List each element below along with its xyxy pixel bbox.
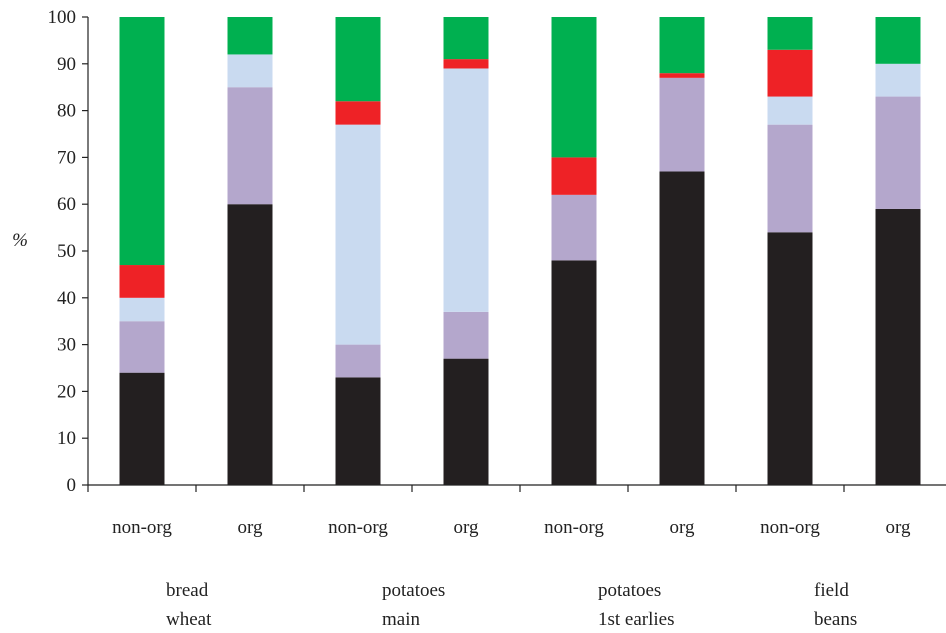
y-tick-label: 0	[67, 475, 77, 496]
bar-segment	[443, 68, 489, 312]
x-axis: non-org org non-org org non-org org non-org org	[87, 484, 946, 538]
y-axis: 0 10 20 30 40 50 60 70 80 90 100	[48, 7, 89, 496]
bar-segment	[443, 59, 489, 69]
bar-segment	[227, 54, 273, 88]
bar-segment	[335, 17, 381, 102]
bar-segment	[227, 204, 273, 485]
bar-segment	[227, 87, 273, 205]
bar-segment	[875, 208, 921, 485]
y-tick-label: 10	[57, 428, 76, 449]
bar-segment	[875, 17, 921, 64]
bars	[119, 17, 921, 485]
group-labels: bread wheat potatoes main potatoes 1st earlie…	[166, 580, 857, 630]
bar-segment	[335, 377, 381, 485]
bar-segment	[551, 194, 597, 261]
bar-segment	[767, 232, 813, 485]
bar-segment	[119, 321, 165, 373]
bar-segment	[551, 157, 597, 195]
bar-segment	[335, 344, 381, 378]
y-tick-label: 20	[57, 381, 76, 402]
group-label: 1st earlies	[598, 609, 675, 630]
bar-segment	[119, 265, 165, 298]
bar-segment	[767, 124, 813, 233]
bar-segment	[227, 17, 273, 55]
bar-segment	[443, 311, 489, 359]
bar-segment	[443, 17, 489, 60]
bar-segment	[659, 17, 705, 74]
bar-segment	[119, 372, 165, 485]
bar-segment	[659, 73, 705, 78]
bar-segment	[551, 17, 597, 158]
y-axis-label: %	[12, 230, 28, 251]
bar-segment	[659, 171, 705, 485]
y-tick-label: 80	[57, 101, 76, 122]
bar-segment	[119, 297, 165, 322]
group-label: beans	[814, 609, 857, 630]
bar-segment	[551, 260, 597, 485]
group-label: potatoes	[382, 580, 445, 601]
group-label: main	[382, 609, 420, 630]
x-tick-label: non-org	[112, 517, 172, 538]
y-tick-label: 30	[57, 335, 76, 356]
bar-segment	[767, 49, 813, 97]
x-tick-label: org	[238, 517, 263, 538]
y-tick-label: 90	[57, 54, 76, 75]
x-tick-label: non-org	[544, 517, 604, 538]
bar-segment	[767, 17, 813, 50]
x-tick-label: non-org	[760, 517, 820, 538]
group-label: bread	[166, 580, 209, 601]
bar-segment	[443, 358, 489, 485]
bar-segment	[875, 63, 921, 97]
x-tick-label: org	[454, 517, 479, 538]
bar-segment	[767, 96, 813, 125]
group-label: wheat	[166, 609, 212, 630]
bar-segment	[659, 77, 705, 172]
x-tick-label: org	[886, 517, 911, 538]
bar-segment	[119, 17, 165, 266]
x-tick-label: org	[670, 517, 695, 538]
y-tick-label: 50	[57, 241, 76, 262]
y-tick-label: 70	[57, 147, 76, 168]
group-label: field	[814, 580, 849, 601]
x-tick-label: non-org	[328, 517, 388, 538]
bar-segment	[335, 101, 381, 125]
bar-segment	[335, 124, 381, 345]
y-tick-label: 40	[57, 288, 76, 309]
y-tick-label: 60	[57, 194, 76, 215]
bar-segment	[875, 96, 921, 209]
group-label: potatoes	[598, 580, 661, 601]
y-tick-label: 100	[48, 7, 77, 28]
